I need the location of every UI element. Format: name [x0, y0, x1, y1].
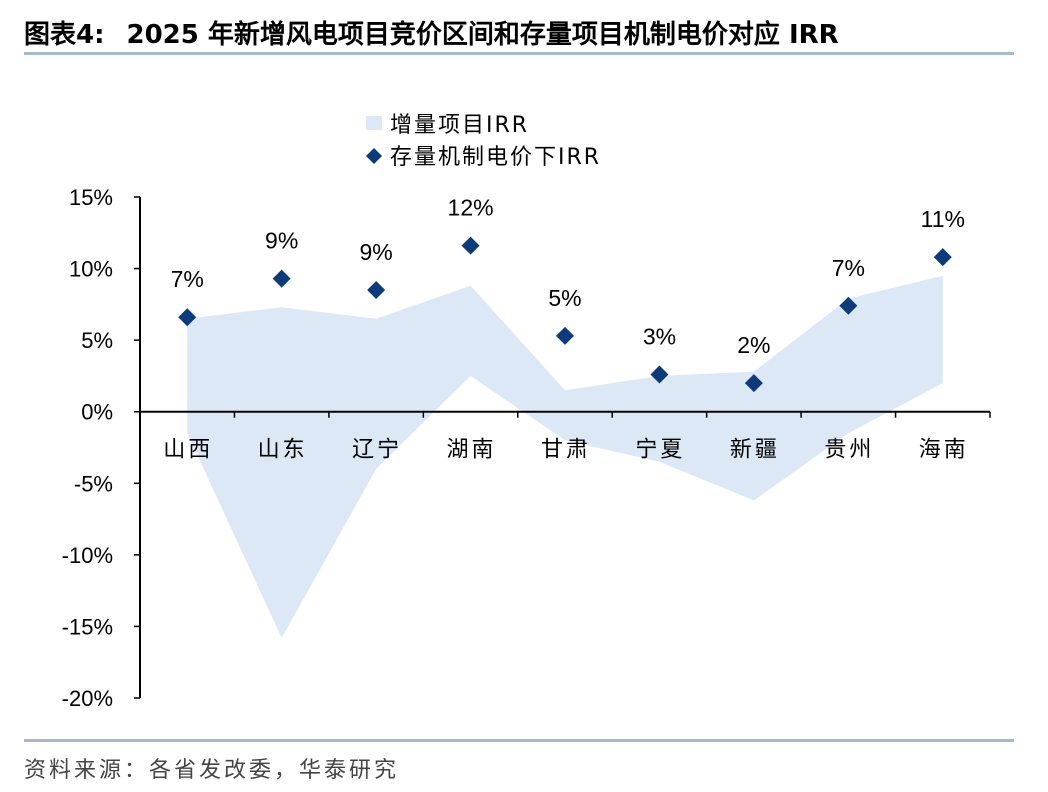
- irr-point-diamond: [839, 296, 858, 315]
- source-note: 资料来源：各省发改委，华泰研究: [24, 758, 400, 783]
- top-divider: [24, 52, 1014, 55]
- irr-points: [178, 236, 952, 393]
- x-category-label: 湖南: [447, 438, 497, 463]
- irr-point-diamond: [650, 365, 669, 384]
- x-category-label: 宁夏: [635, 438, 685, 463]
- irr-point-diamond: [178, 308, 197, 327]
- y-tick-label: 10%: [69, 257, 113, 282]
- data-label: 9%: [265, 228, 298, 254]
- data-label: 7%: [832, 255, 865, 281]
- data-label: 2%: [737, 332, 770, 358]
- x-category-label: 山西: [163, 438, 213, 463]
- data-label: 11%: [921, 206, 965, 232]
- data-labels: 7% 9% 9% 12% 5% 3% 2% 7% 11%: [171, 195, 965, 358]
- y-tick-label: -10%: [62, 543, 113, 568]
- bottom-divider: [24, 739, 1014, 742]
- axes: [139, 197, 991, 698]
- legend-label-diamond: 存量机制电价下IRR: [390, 145, 601, 170]
- data-label: 3%: [643, 323, 676, 349]
- x-axis-categories: 山西 山东 辽宁 湖南 甘肃 宁夏 新疆 贵州 海南: [163, 438, 969, 463]
- x-category-label: 新疆: [730, 438, 780, 463]
- figure-title: 2025 年新增风电项目竞价区间和存量项目机制电价对应 IRR: [126, 20, 839, 50]
- x-category-label: 山东: [258, 438, 308, 463]
- irr-point-diamond: [461, 236, 480, 255]
- irr-point-diamond: [933, 248, 952, 267]
- y-axis-ticks: 15% 10% 5% 0% -5% -10% -15% -20%: [62, 185, 140, 711]
- x-category-label: 甘肃: [541, 438, 591, 463]
- y-tick-label: -15%: [62, 614, 113, 639]
- y-tick-label: -20%: [62, 686, 113, 711]
- x-category-label: 海南: [919, 438, 969, 463]
- legend-swatch-diamond: [366, 148, 382, 164]
- irr-point-diamond: [367, 281, 386, 300]
- y-tick-label: 0%: [81, 400, 113, 425]
- legend: 增量项目IRR 存量机制电价下IRR: [366, 113, 601, 170]
- y-tick-label: 15%: [69, 185, 113, 210]
- x-category-label: 辽宁: [352, 438, 402, 463]
- irr-point-diamond: [744, 374, 763, 393]
- chart-title: 图表4: 2025 年新增风电项目竞价区间和存量项目机制电价对应 IRR: [24, 14, 839, 51]
- irr-point-diamond: [556, 326, 574, 345]
- data-label: 12%: [448, 195, 494, 221]
- y-tick-label: -5%: [74, 471, 113, 496]
- legend-label-band: 增量项目IRR: [390, 113, 529, 138]
- y-tick-label: 5%: [81, 328, 113, 353]
- x-category-label: 贵州: [824, 438, 874, 463]
- legend-swatch-band: [366, 116, 382, 130]
- irr-range-band: [187, 275, 943, 638]
- irr-point-diamond: [272, 269, 291, 288]
- data-label: 7%: [171, 266, 204, 292]
- figure-label: 图表4:: [24, 20, 105, 50]
- data-label: 5%: [548, 285, 581, 311]
- data-label: 9%: [359, 239, 392, 265]
